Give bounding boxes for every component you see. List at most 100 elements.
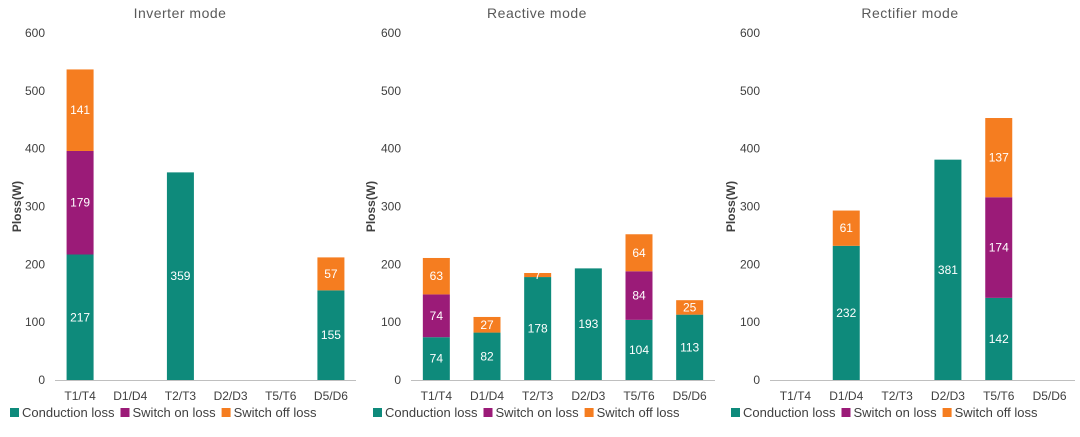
x-tick-label: D2/D3 — [571, 389, 605, 403]
y-tick-label: 100 — [381, 315, 401, 329]
bar-segment — [832, 245, 860, 380]
bar-segment — [524, 277, 552, 380]
bar-segment — [473, 332, 501, 380]
bar-segment — [625, 234, 653, 272]
y-tick-label: 100 — [740, 315, 760, 329]
data-label: 217 — [70, 310, 90, 324]
legend-swatch — [10, 408, 19, 417]
legend-label: Conduction loss — [22, 405, 115, 420]
bar-segment — [934, 159, 962, 380]
data-label: 174 — [989, 241, 1009, 255]
legend-label: Switch off loss — [597, 405, 680, 420]
x-tick-label: T1/T4 — [780, 389, 812, 403]
data-label: 179 — [70, 196, 90, 210]
chart-title: Inverter mode — [134, 5, 227, 21]
data-label: 113 — [680, 340, 699, 354]
bar-segment — [166, 172, 194, 380]
chart-title: Rectifier mode — [861, 5, 958, 21]
y-tick-label: 100 — [25, 315, 45, 329]
legend-swatch — [942, 408, 952, 417]
y-tick-label: 500 — [25, 84, 45, 98]
bar-segment — [676, 300, 704, 315]
bar-segment — [985, 197, 1013, 298]
legend-label: Conduction loss — [385, 405, 478, 420]
data-label: 359 — [170, 269, 190, 283]
x-tick-label: T2/T3 — [881, 389, 913, 403]
data-label: 193 — [578, 317, 598, 331]
data-label: 232 — [836, 306, 856, 320]
bar-segment — [625, 271, 653, 320]
legend-swatch — [841, 408, 851, 417]
data-label: 137 — [989, 151, 1009, 165]
legend-label: Conduction loss — [743, 405, 836, 420]
x-tick-label: T5/T6 — [983, 389, 1015, 403]
legend-label: Switch on loss — [496, 405, 580, 420]
legend-label: Switch off loss — [955, 405, 1038, 420]
bar-segment — [422, 257, 450, 295]
bar-segment — [985, 297, 1013, 380]
bar-segment — [473, 316, 501, 333]
y-tick-label: 600 — [740, 26, 760, 40]
y-tick-label: 0 — [394, 373, 401, 387]
y-tick-label: 0 — [753, 373, 760, 387]
legend-swatch — [483, 408, 493, 417]
bar-segment — [676, 314, 704, 380]
y-tick-label: 200 — [740, 257, 760, 271]
data-label: 63 — [430, 269, 444, 283]
x-tick-label: D5/D6 — [314, 389, 348, 403]
bar-segment — [422, 294, 450, 338]
data-label: 27 — [480, 318, 494, 332]
x-tick-label: T2/T3 — [522, 389, 554, 403]
x-tick-label: D5/D6 — [1033, 389, 1067, 403]
bar-segment — [317, 257, 345, 291]
bar-segment — [422, 337, 450, 380]
legend-swatch — [221, 408, 231, 417]
x-tick-label: T1/T4 — [421, 389, 453, 403]
y-tick-label: 200 — [381, 257, 401, 271]
y-axis-label: Ploss(W) — [10, 181, 24, 232]
data-label: 155 — [321, 328, 341, 342]
x-tick-label: D1/D4 — [829, 389, 863, 403]
bar-segment — [625, 319, 653, 380]
legend-label: Switch off loss — [234, 405, 317, 420]
data-label: 74 — [430, 309, 444, 323]
x-tick-label: T5/T6 — [265, 389, 297, 403]
data-label: 104 — [629, 343, 649, 357]
y-tick-label: 500 — [740, 84, 760, 98]
data-label: 25 — [683, 300, 697, 314]
x-tick-label: D2/D3 — [931, 389, 965, 403]
data-label: 7 — [534, 268, 541, 282]
bar-segment — [524, 273, 552, 278]
x-tick-label: D1/D4 — [113, 389, 147, 403]
y-axis-label: Ploss(W) — [364, 181, 378, 232]
bar-segment — [66, 69, 94, 151]
data-label: 142 — [989, 332, 1009, 346]
y-tick-label: 200 — [25, 257, 45, 271]
x-tick-label: T1/T4 — [64, 389, 96, 403]
legend-swatch — [584, 408, 594, 417]
y-tick-label: 500 — [381, 84, 401, 98]
y-tick-label: 300 — [381, 200, 401, 214]
bar-segment — [66, 254, 94, 380]
x-tick-label: D1/D4 — [470, 389, 504, 403]
y-tick-label: 0 — [38, 373, 45, 387]
y-tick-label: 600 — [25, 26, 45, 40]
data-label: 74 — [430, 352, 444, 366]
y-tick-label: 400 — [740, 142, 760, 156]
legend-swatch — [120, 408, 130, 417]
data-label: 61 — [840, 221, 854, 235]
y-tick-label: 400 — [25, 142, 45, 156]
legend-label: Switch on loss — [133, 405, 217, 420]
y-tick-label: 300 — [25, 200, 45, 214]
data-label: 381 — [938, 263, 958, 277]
data-label: 141 — [70, 103, 90, 117]
bar-segment — [317, 290, 345, 380]
chart-title: Reactive mode — [487, 5, 587, 21]
data-label: 84 — [632, 289, 646, 303]
data-label: 178 — [528, 322, 548, 336]
bar-segment — [574, 268, 602, 380]
bar-segment — [985, 118, 1013, 198]
x-tick-label: T2/T3 — [165, 389, 197, 403]
y-tick-label: 300 — [740, 200, 760, 214]
